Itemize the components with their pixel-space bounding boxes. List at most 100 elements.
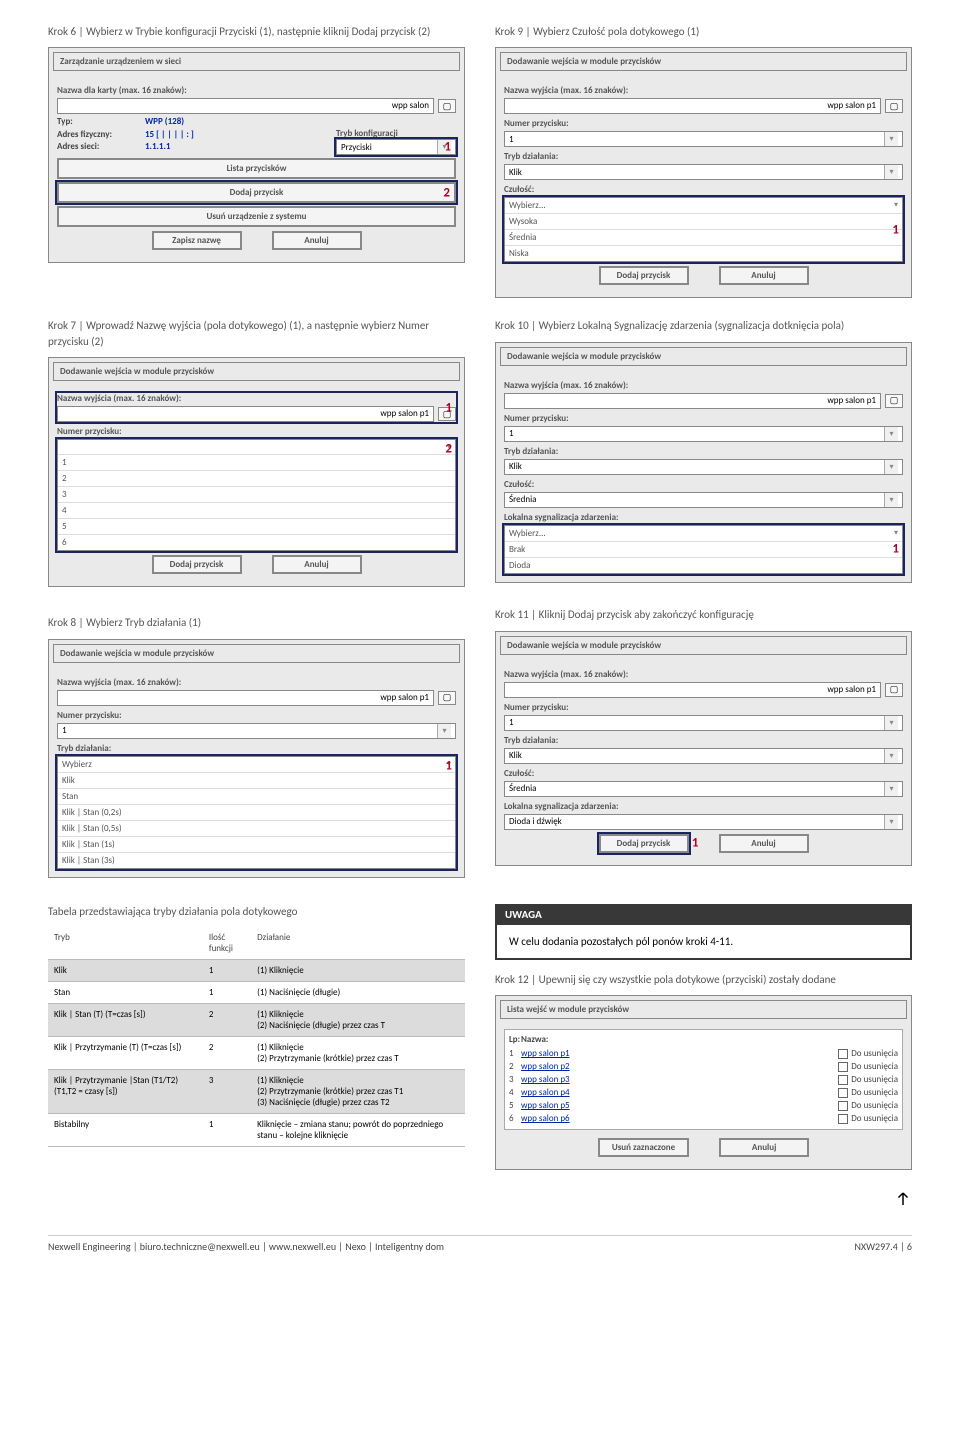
list-item[interactable]: Dioda [505,558,902,573]
field-label: Numer przycisku: [504,413,903,424]
list-item[interactable]: Wybierz▾ [58,757,455,773]
mode-select[interactable]: Klik▾ [504,164,903,180]
list-item[interactable]: 5 [58,519,455,535]
addr-s-value: 1.1.1.1 [145,141,170,152]
value: 1 [62,725,67,736]
entry-link[interactable]: wpp salon p6 [521,1113,838,1124]
list-item[interactable]: Brak [505,542,902,558]
panel-header: Dodawanie wejścia w module przycisków [500,636,907,655]
list-item[interactable]: Klik [58,773,455,789]
label: Dodaj przycisk [617,838,671,849]
delete-selected-button[interactable]: Usuń zaznaczone [598,1138,689,1157]
list-item[interactable]: Wybierz...▾ [505,198,902,214]
button-number-select[interactable]: 1▾ [504,426,903,442]
stepper-icon[interactable]: ▢ [885,394,903,408]
value: 1 [509,717,514,728]
output-name-input[interactable]: wpp salon p1 [57,690,434,706]
number-outline: ▾ 1 2 3 4 5 6 2 [57,439,456,551]
delete-checkbox[interactable]: Do usunięcia [838,1087,898,1098]
cell: Kliknięcie – zmiana stanu; powrót do pop… [251,1113,465,1146]
field-label: Tryb działania: [57,743,456,754]
list-item[interactable]: Średnia [505,230,902,246]
output-name-input[interactable]: wpp salon p1 [57,406,434,422]
cancel-button[interactable]: Anuluj [272,555,362,574]
list-item[interactable]: Klik | Stan (3s) [58,853,455,868]
field-label: Nazwa wyjścia (max. 16 znaków): [504,669,903,680]
stepper-icon[interactable]: ▢ [885,99,903,113]
button-number-select[interactable]: 1▾ [504,131,903,147]
output-name-input[interactable]: wpp salon p1 [504,682,881,698]
mode-outline: Wybierz▾ Klik Stan Klik | Stan (0,2s) Kl… [57,756,456,869]
remove-device-button[interactable]: Usuń urządzenie z systemu [57,206,456,227]
list-item[interactable]: Wysoka [505,214,902,230]
add-button-button[interactable]: Dodaj przycisk [599,266,689,285]
output-name-input[interactable]: wpp salon p1 [504,98,881,114]
list-item[interactable]: Niska [505,246,902,261]
stepper-icon[interactable]: ▢ [438,691,456,705]
button-number-select[interactable]: 1▾ [504,715,903,731]
chevron-down-icon: ▾ [894,528,898,539]
list-item[interactable]: ▾ [58,440,455,455]
chevron-down-icon: ▾ [884,815,898,829]
signal-select[interactable]: Dioda i dźwięk▾ [504,814,903,830]
list-item[interactable]: Klik | Stan (0,5s) [58,821,455,837]
list-item[interactable]: 6 [58,535,455,550]
add-button-button[interactable]: Dodaj przycisk 1 [599,834,689,853]
panel-header: Dodawanie wejścia w module przycisków [500,347,907,366]
cell: Bistabilny [48,1113,203,1146]
output-name-input[interactable]: wpp salon p1 [504,393,881,409]
list-item[interactable]: 1 [58,455,455,471]
button-number-select[interactable]: 1▾ [57,723,456,739]
cell: Klik | Stan (T) (T=czas [s]) [48,1003,203,1036]
entry-link[interactable]: wpp salon p5 [521,1100,838,1111]
name-outline: Nazwa wyjścia (max. 16 znaków): wpp salo… [57,393,456,422]
list-item[interactable]: Klik | Stan (1s) [58,837,455,853]
mode-select[interactable]: Klik▾ [504,459,903,475]
scroll-up-icon[interactable] [495,1190,912,1211]
delete-checkbox[interactable]: Do usunięcia [838,1074,898,1085]
del-label: Do usunięcia [851,1100,898,1111]
delete-checkbox[interactable]: Do usunięcia [838,1100,898,1111]
table-row: Klik1(1) Kliknięcie [48,959,465,981]
value: 1 [509,134,514,145]
panel-step7: Dodawanie wejścia w module przycisków Na… [48,357,465,587]
notice-box: UWAGA W celu dodania pozostałych pól pon… [495,904,912,960]
stepper-icon[interactable]: ▢ [438,99,456,113]
entry-link[interactable]: wpp salon p1 [521,1048,838,1059]
sensitivity-select[interactable]: Średnia▾ [504,492,903,508]
delete-checkbox[interactable]: Do usunięcia [838,1061,898,1072]
cancel-button[interactable]: Anuluj [719,834,809,853]
cancel-button[interactable]: Anuluj [719,1138,809,1157]
chevron-down-icon: ▾ [884,749,898,763]
cancel-button[interactable]: Anuluj [272,231,362,250]
entry-link[interactable]: wpp salon p3 [521,1074,838,1085]
save-name-button[interactable]: Zapisz nazwę [152,231,242,250]
sensitivity-select[interactable]: Średnia▾ [504,781,903,797]
card-name-input[interactable]: wpp salon [57,98,434,114]
list-item[interactable]: 3 [58,487,455,503]
delete-checkbox[interactable]: Do usunięcia [838,1113,898,1124]
field-label: Numer przycisku: [57,426,456,437]
add-button-button[interactable]: Dodaj przycisk [152,555,242,574]
stepper-icon[interactable]: ▢ [885,683,903,697]
mode-select[interactable]: Klik▾ [504,748,903,764]
delete-checkbox[interactable]: Do usunięcia [838,1048,898,1059]
add-button-button[interactable]: Dodaj przycisk 2 [57,182,456,203]
col-header-tryb: Tryb [48,927,203,960]
list-item[interactable]: Wybierz...▾ [505,526,902,542]
list-item[interactable]: Stan [58,789,455,805]
callout-marker: 2 [443,185,450,200]
list-item[interactable]: 2 [58,471,455,487]
table-row: Bistabilny1Kliknięcie – zmiana stanu; po… [48,1113,465,1146]
list-buttons-button[interactable]: Lista przycisków [57,158,456,179]
tryb-select[interactable]: Przyciski ▾ 1 [336,139,456,155]
cell: 1 [203,959,251,981]
addr-s-label: Adres sieci: [57,141,137,152]
cancel-button[interactable]: Anuluj [719,266,809,285]
list-item[interactable]: Klik | Stan (0,2s) [58,805,455,821]
list-item[interactable]: 4 [58,503,455,519]
entry-link[interactable]: wpp salon p2 [521,1061,838,1072]
chevron-down-icon: ▾ [894,200,898,211]
entry-link[interactable]: wpp salon p4 [521,1087,838,1098]
list-item: 5wpp salon p5Do usunięcia [509,1099,898,1112]
